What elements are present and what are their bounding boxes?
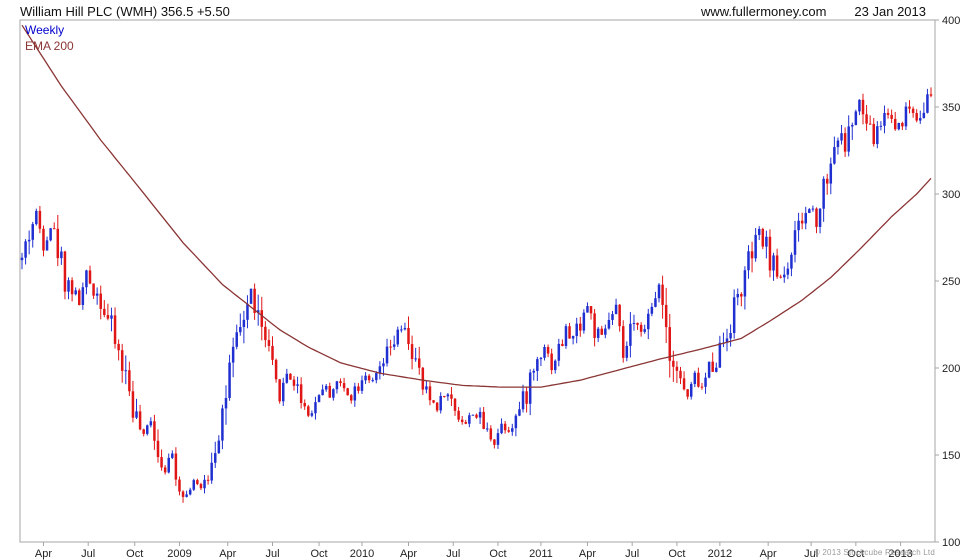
svg-text:Apr: Apr — [400, 548, 417, 560]
svg-text:2009: 2009 — [167, 548, 191, 560]
legend-weekly-label: Weekly — [25, 23, 65, 37]
svg-text:Jul: Jul — [446, 548, 460, 560]
svg-text:Apr: Apr — [35, 548, 52, 560]
svg-text:350: 350 — [942, 102, 960, 114]
svg-text:Jul: Jul — [81, 548, 95, 560]
svg-text:Oct: Oct — [489, 548, 506, 560]
svg-text:250: 250 — [942, 276, 960, 288]
site-url: www.fullermoney.com — [700, 4, 827, 19]
svg-text:2011: 2011 — [529, 548, 553, 560]
svg-text:100: 100 — [942, 537, 960, 549]
svg-text:Apr: Apr — [219, 548, 236, 560]
svg-text:300: 300 — [942, 189, 960, 201]
svg-text:2012: 2012 — [708, 548, 732, 560]
svg-text:Oct: Oct — [310, 548, 327, 560]
svg-text:2010: 2010 — [350, 548, 374, 560]
date-label: 23 Jan 2013 — [854, 4, 926, 19]
svg-text:Apr: Apr — [579, 548, 596, 560]
svg-text:150: 150 — [942, 450, 960, 462]
svg-text:Apr: Apr — [760, 548, 777, 560]
legend-ema-label: EMA 200 — [25, 39, 74, 53]
chart-header: William Hill PLC (WMH) 356.5 +5.50 www.f… — [0, 2, 980, 19]
svg-text:Oct: Oct — [668, 548, 685, 560]
svg-text:Oct: Oct — [126, 548, 143, 560]
svg-text:200: 200 — [942, 363, 960, 375]
svg-text:Jul: Jul — [265, 548, 279, 560]
svg-text:400: 400 — [942, 15, 960, 27]
svg-text:Oct: Oct — [847, 548, 864, 560]
svg-text:Jul: Jul — [625, 548, 639, 560]
page-title: William Hill PLC (WMH) 356.5 +5.50 — [20, 4, 230, 19]
svg-text:Jul: Jul — [804, 548, 818, 560]
copyright-label: © 2013 Stockcube Research Ltd — [813, 548, 935, 557]
svg-text:2013: 2013 — [888, 548, 912, 560]
